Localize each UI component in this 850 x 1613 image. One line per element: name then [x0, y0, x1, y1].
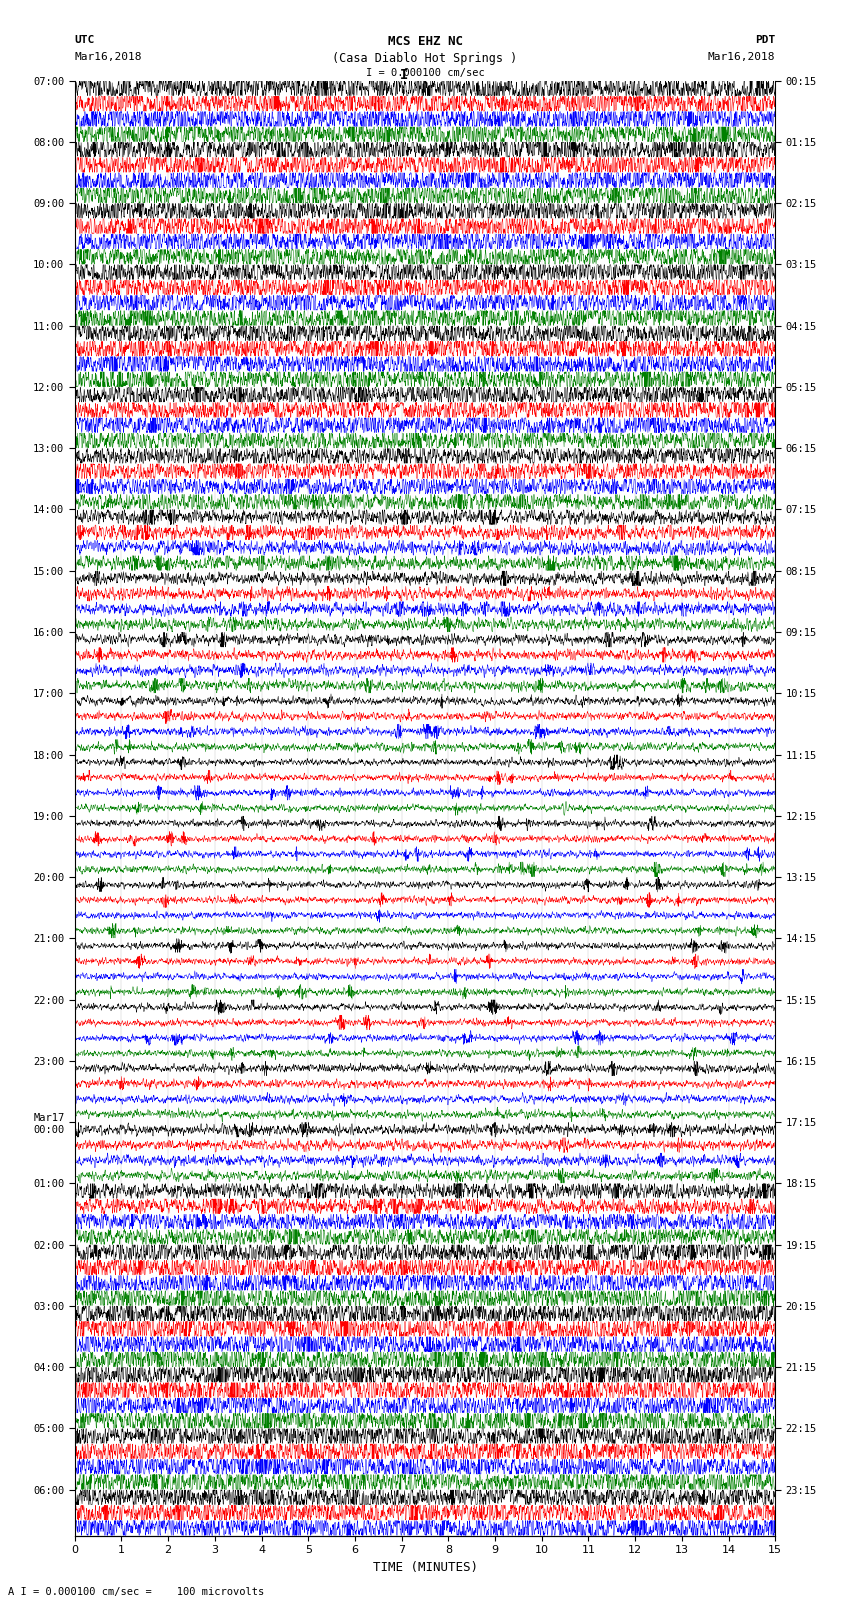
Text: Mar16,2018: Mar16,2018	[708, 52, 775, 61]
Text: I: I	[400, 68, 408, 82]
Text: A I = 0.000100 cm/sec =    100 microvolts: A I = 0.000100 cm/sec = 100 microvolts	[8, 1587, 264, 1597]
X-axis label: TIME (MINUTES): TIME (MINUTES)	[372, 1561, 478, 1574]
Text: PDT: PDT	[755, 35, 775, 45]
Text: Mar16,2018: Mar16,2018	[75, 52, 142, 61]
Text: UTC: UTC	[75, 35, 95, 45]
Text: I = 0.000100 cm/sec: I = 0.000100 cm/sec	[366, 68, 484, 77]
Text: MCS EHZ NC: MCS EHZ NC	[388, 35, 462, 48]
Text: (Casa Diablo Hot Springs ): (Casa Diablo Hot Springs )	[332, 52, 518, 65]
